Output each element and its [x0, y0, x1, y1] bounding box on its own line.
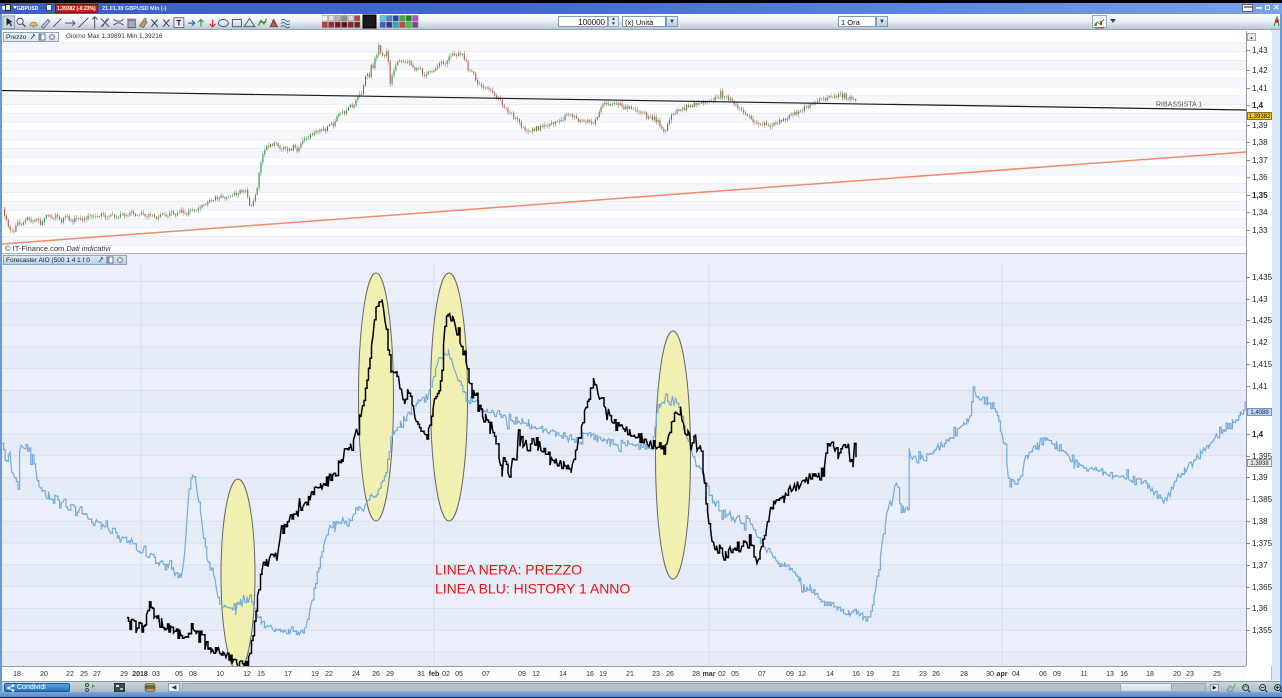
svg-text:© IT-Finance.com Dati indicati: © IT-Finance.com Dati indicativi	[5, 244, 111, 253]
svg-text:LINEA NERA: PREZZO: LINEA NERA: PREZZO	[435, 562, 582, 578]
svg-text:LINEA BLU: HISTORY 1 ANNO: LINEA BLU: HISTORY 1 ANNO	[435, 581, 630, 597]
svg-text:RIBASSISTA 1: RIBASSISTA 1	[1156, 102, 1202, 109]
